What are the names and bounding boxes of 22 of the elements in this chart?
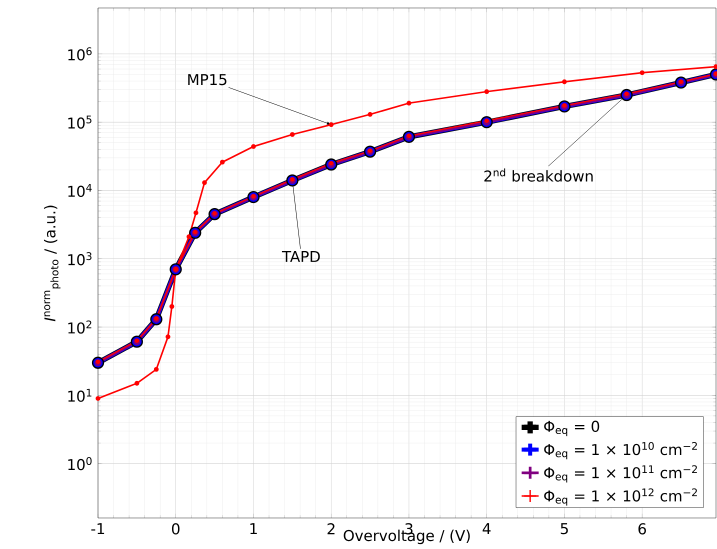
x-tick-label: 0 [172,523,180,534]
legend-label: Φ$_{eq}$ = 0 [544,420,600,436]
x-tick-label: 5 [560,523,568,534]
y-tick-label: 10$^{4}$ [68,184,92,197]
y-tick-label: 10$^{0}$ [68,457,92,470]
y-tick-label: 10$^{1}$ [68,388,92,402]
x-tick-label: 1 [250,523,257,534]
x-tick-label: -1 [91,523,104,534]
x-tick-label: 4 [482,523,491,534]
legend-label: Φ$_{eq}$ = 1 × 10$^{10}$ cm$^{−2}$ [544,442,697,460]
annotation: TAPD [282,251,320,262]
legend-label: Φ$_{eq}$ = 1 × 10$^{12}$ cm$^{−2}$ [544,488,697,506]
y-tick-label: 10$^{2}$ [68,320,92,334]
y-tick-label: 10$^{6}$ [68,47,92,60]
y-tick-label: 10$^{5}$ [68,116,92,129]
y-axis-title: I$^{norm}$$_{photo}$ / (a.u.) [44,206,60,322]
legend-label: Φ$_{eq}$ = 1 × 10$^{11}$ cm$^{−2}$ [544,465,697,482]
x-tick-label: 2 [328,523,334,534]
annotation: MP15 [188,74,226,86]
y-tick-label: 10$^{3}$ [68,252,92,266]
x-tick-label: 6 [638,523,646,534]
annotation: 2$^{nd}$ breakdown [484,168,593,182]
